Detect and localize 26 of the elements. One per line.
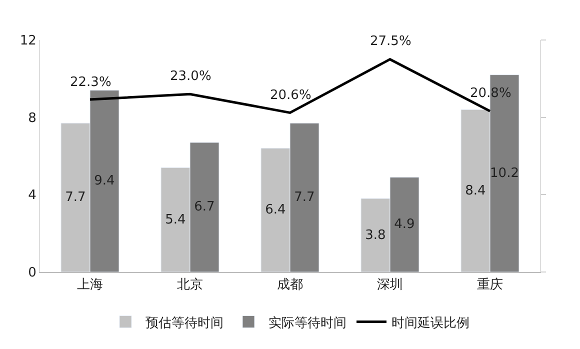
data-label: 6.7 — [194, 200, 215, 215]
x-tick-label: 成都 — [277, 278, 303, 293]
x-tick-label: 上海 — [77, 278, 103, 293]
data-label: 27.5% — [370, 34, 412, 49]
data-label: 8.4 — [465, 183, 486, 198]
data-label: 7.7 — [294, 190, 315, 206]
data-label: 10.2 — [490, 166, 519, 181]
legend-label: 时间延误比例 — [392, 316, 470, 331]
y-tick-label: 4 — [28, 188, 36, 204]
data-label: 23.0% — [170, 69, 212, 84]
y-tick-label: 8 — [28, 110, 36, 126]
x-tick-label: 深圳 — [377, 278, 403, 293]
data-label: 6.4 — [265, 202, 286, 218]
y-tick-label: 12 — [20, 34, 36, 49]
data-label: 3.8 — [365, 228, 386, 243]
data-label: 20.6% — [270, 88, 312, 103]
x-tick-label: 北京 — [177, 278, 203, 293]
data-label: 5.4 — [165, 212, 186, 228]
x-tick-label: 重庆 — [477, 278, 503, 293]
legend-label: 实际等待时间 — [268, 316, 346, 331]
data-label: 7.7 — [65, 190, 86, 206]
y-tick-label: 0 — [28, 266, 36, 281]
data-label: 22.3% — [70, 75, 112, 90]
data-label: 9.4 — [94, 174, 115, 189]
legend-label: 预估等待时间 — [146, 316, 224, 331]
data-label: 4.9 — [394, 217, 415, 232]
